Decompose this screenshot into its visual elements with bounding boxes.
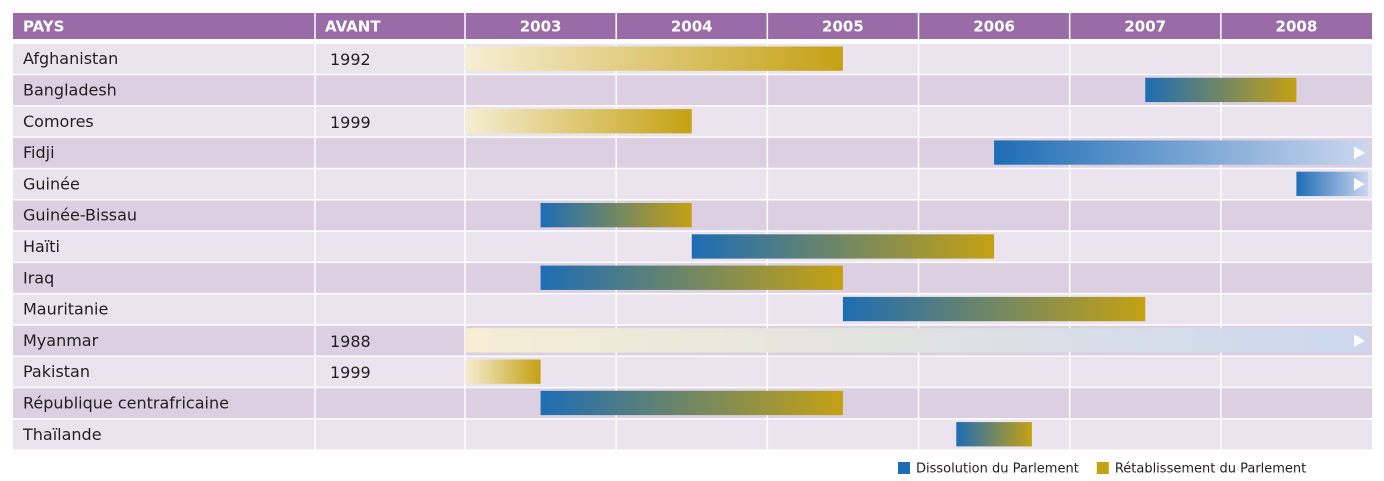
row-background <box>13 200 1372 231</box>
x-tick-label: 2003 <box>520 18 562 36</box>
row-background <box>13 294 1372 325</box>
before-label: 1988 <box>330 332 371 351</box>
country-label: Mauritanie <box>23 300 108 319</box>
country-label: Afghanistan <box>23 49 118 68</box>
country-label: Myanmar <box>23 331 99 350</box>
country-label: Thaïlande <box>22 425 102 444</box>
before-label: 1999 <box>330 113 371 132</box>
legend-swatch <box>898 462 910 474</box>
legend-label: Rétablissement du Parlement <box>1115 462 1306 477</box>
country-label: Guinée <box>23 174 80 193</box>
period-bar <box>994 140 1368 165</box>
country-label: Haïti <box>23 237 60 256</box>
ongoing-arrow <box>1354 146 1365 160</box>
legend-swatch <box>1096 462 1109 474</box>
x-tick-label: 2004 <box>671 18 713 36</box>
period-bar <box>540 390 843 416</box>
column-header: AVANT <box>325 18 381 36</box>
period-bar <box>465 46 843 71</box>
country-label: République centrafricaine <box>23 393 229 412</box>
period-bar <box>540 203 692 228</box>
country-label: Bangladesh <box>23 80 117 99</box>
row-background <box>13 357 1372 387</box>
column-header: PAYS <box>23 18 64 36</box>
period-bar <box>465 109 692 134</box>
period-bar <box>465 359 541 384</box>
row-background <box>13 419 1372 450</box>
period-bar <box>691 234 995 259</box>
country-label: Comores <box>23 112 94 131</box>
before-label: 1999 <box>330 363 371 382</box>
before-label: 1992 <box>330 50 371 69</box>
x-tick-label: 2007 <box>1124 18 1166 36</box>
period-bar <box>540 265 843 290</box>
x-tick-label: 2005 <box>822 18 864 36</box>
x-tick-label: 2008 <box>1276 18 1318 36</box>
period-bar <box>842 296 1146 322</box>
period-bar <box>956 422 1032 447</box>
x-tick-label: 2006 <box>973 18 1015 36</box>
country-label: Guinée-Bissau <box>23 206 137 225</box>
country-label: Iraq <box>23 268 54 287</box>
country-label: Pakistan <box>23 362 90 381</box>
period-bar <box>1145 77 1297 103</box>
legend-label: Dissolution du Parlement <box>916 462 1079 477</box>
row-background <box>13 169 1372 199</box>
row-background <box>13 106 1372 137</box>
period-bar <box>465 328 1368 353</box>
ongoing-arrow <box>1354 334 1365 347</box>
country-label: Fidji <box>23 143 55 162</box>
header-bar <box>13 13 1372 39</box>
ongoing-arrow <box>1354 177 1365 191</box>
